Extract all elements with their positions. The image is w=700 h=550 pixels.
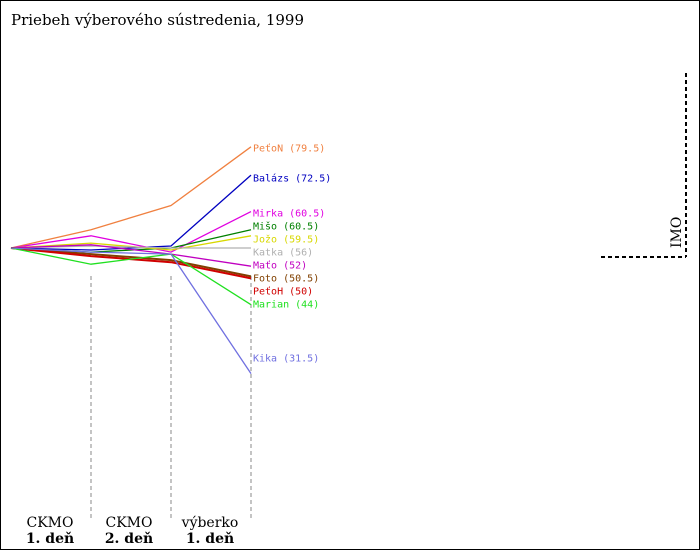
series-label-7: Foto (50.5) xyxy=(253,274,319,285)
series-label-8: PeťoH (50) xyxy=(253,286,313,298)
imo-label: IMO xyxy=(669,217,685,248)
stage-label-line2-0: 1. deň xyxy=(26,531,74,547)
series-line-10 xyxy=(10,247,252,374)
stage-label-line1-1: CKMO xyxy=(106,515,153,531)
series-line-6 xyxy=(10,244,252,267)
series-line-1 xyxy=(10,174,252,251)
series-line-9 xyxy=(10,247,252,306)
series-line-0 xyxy=(10,146,252,249)
series-line-2 xyxy=(10,211,252,253)
stage-label-line1-0: CKMO xyxy=(27,515,74,531)
series-label-10: Kika (31.5) xyxy=(253,354,319,365)
stage-label-line2-1: 2. deň xyxy=(105,531,153,547)
series-label-1: Balázs (72.5) xyxy=(253,173,331,185)
chart-title: Priebeh výberového sústredenia, 1999 xyxy=(11,11,305,29)
series-label-5: Katka (56) xyxy=(253,248,313,259)
stage-label-line2-2: 1. deň xyxy=(186,531,234,547)
series-label-6: Maťo (52) xyxy=(253,260,307,272)
series-label-3: Mišo (60.5) xyxy=(253,221,319,233)
series-label-4: Jožo (59.5) xyxy=(253,234,319,246)
series-label-9: Marian (44) xyxy=(253,300,319,311)
series-label-0: PeťoN (79.5) xyxy=(253,143,325,155)
series-label-2: Mirka (60.5) xyxy=(253,209,325,220)
stage-label-line1-2: výberko xyxy=(181,514,239,531)
